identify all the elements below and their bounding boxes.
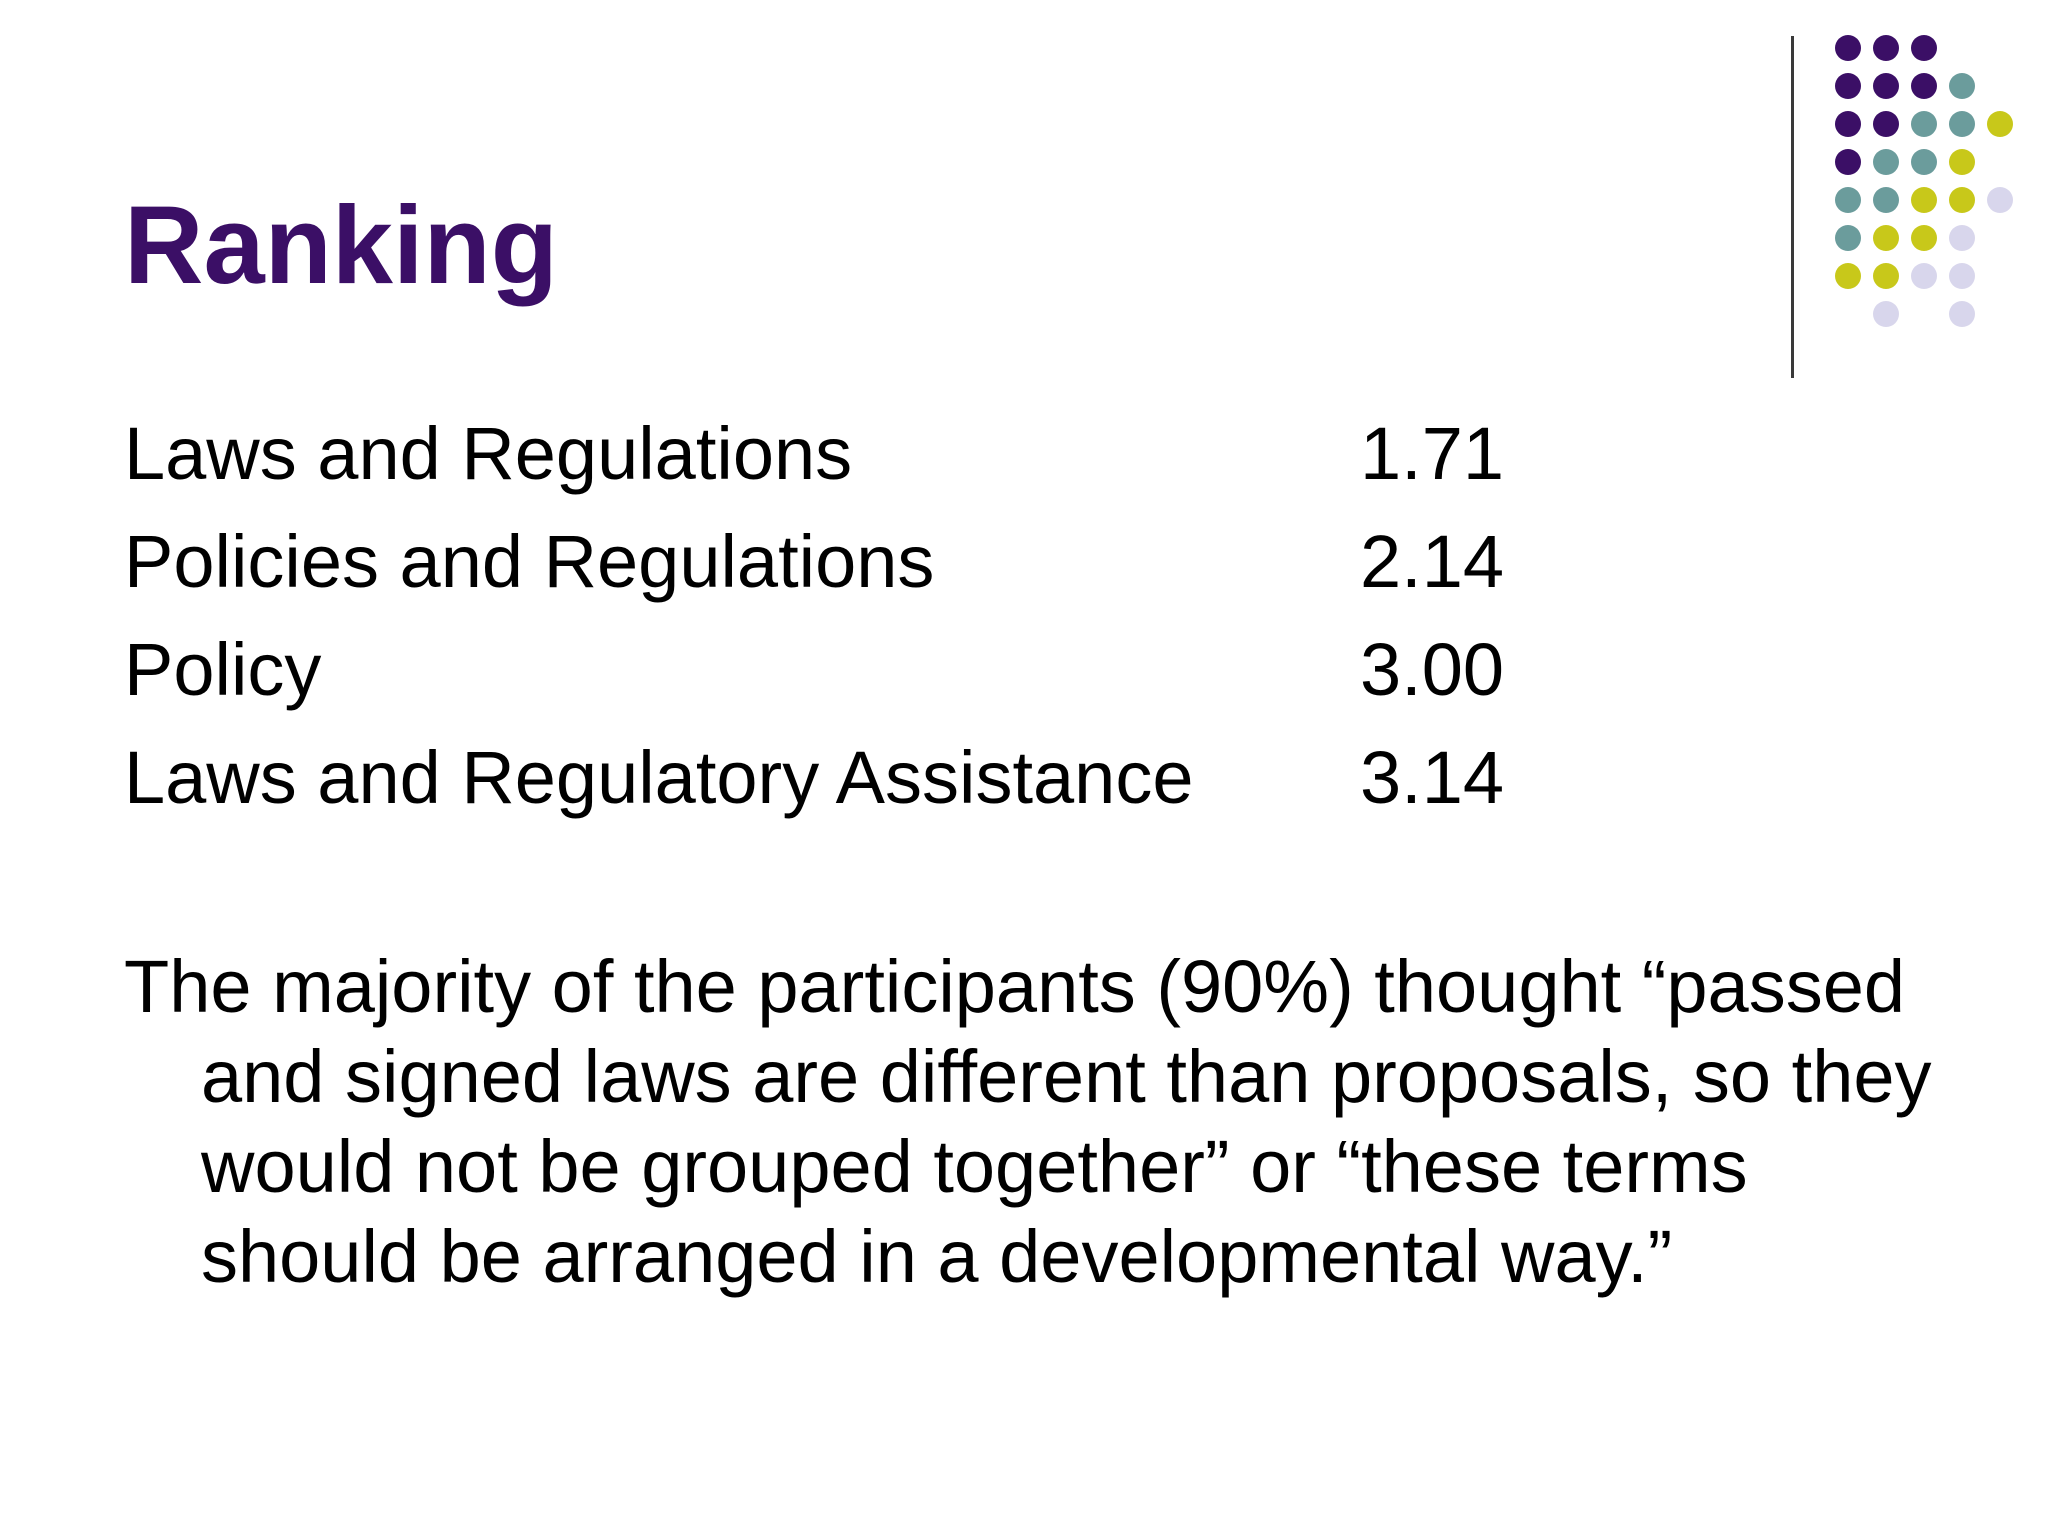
decorative-dot bbox=[1873, 187, 1899, 213]
decorative-dot bbox=[1949, 263, 1975, 289]
ranking-row: Policy 3.00 bbox=[124, 616, 1564, 724]
decorative-dot bbox=[1987, 111, 2013, 137]
decorative-dot bbox=[1835, 225, 1861, 251]
decorative-dot bbox=[1911, 35, 1937, 61]
decorative-dot bbox=[1911, 263, 1937, 289]
decorative-dot bbox=[1873, 225, 1899, 251]
summary-note: The majority of the participants (90%) t… bbox=[124, 945, 1932, 1298]
ranking-list: Laws and Regulations 1.71 Policies and R… bbox=[124, 400, 1564, 832]
decorative-dot bbox=[1873, 149, 1899, 175]
decorative-dot bbox=[1949, 111, 1975, 137]
decorative-dot-grid bbox=[1835, 35, 2013, 327]
decorative-dot bbox=[1835, 111, 1861, 137]
ranking-label: Policies and Regulations bbox=[124, 520, 935, 603]
ranking-label: Laws and Regulatory Assistance bbox=[124, 736, 1194, 819]
ranking-value: 3.14 bbox=[1360, 736, 1505, 819]
ranking-row: Laws and Regulations 1.71 bbox=[124, 400, 1564, 508]
ranking-value: 3.00 bbox=[1360, 628, 1505, 711]
ranking-value: 1.71 bbox=[1360, 412, 1505, 495]
decorative-dot bbox=[1873, 301, 1899, 327]
decorative-dot bbox=[1987, 187, 2013, 213]
decorative-dot bbox=[1873, 263, 1899, 289]
decorative-dot bbox=[1949, 187, 1975, 213]
decorative-dot bbox=[1911, 149, 1937, 175]
ranking-value: 2.14 bbox=[1360, 520, 1505, 603]
decorative-dot bbox=[1949, 149, 1975, 175]
decorative-dot bbox=[1911, 187, 1937, 213]
decorative-dot bbox=[1835, 73, 1861, 99]
ranking-row: Laws and Regulatory Assistance 3.14 bbox=[124, 724, 1564, 832]
decorative-dot bbox=[1873, 73, 1899, 99]
slide-title: Ranking bbox=[124, 184, 558, 307]
decorative-dot bbox=[1873, 111, 1899, 137]
decorative-dot bbox=[1949, 301, 1975, 327]
decorative-dot bbox=[1949, 225, 1975, 251]
decorative-dot bbox=[1835, 187, 1861, 213]
decorative-dot bbox=[1835, 149, 1861, 175]
decorative-dot bbox=[1835, 263, 1861, 289]
decorative-dot bbox=[1873, 35, 1899, 61]
decorative-dot bbox=[1835, 35, 1861, 61]
decorative-dot bbox=[1911, 111, 1937, 137]
decorative-dot bbox=[1911, 225, 1937, 251]
ranking-row: Policies and Regulations 2.14 bbox=[124, 508, 1564, 616]
ranking-label: Laws and Regulations bbox=[124, 412, 853, 495]
decorative-dot bbox=[1911, 73, 1937, 99]
ranking-label: Policy bbox=[124, 628, 322, 711]
decorative-dot bbox=[1949, 73, 1975, 99]
vertical-divider bbox=[1791, 36, 1794, 378]
